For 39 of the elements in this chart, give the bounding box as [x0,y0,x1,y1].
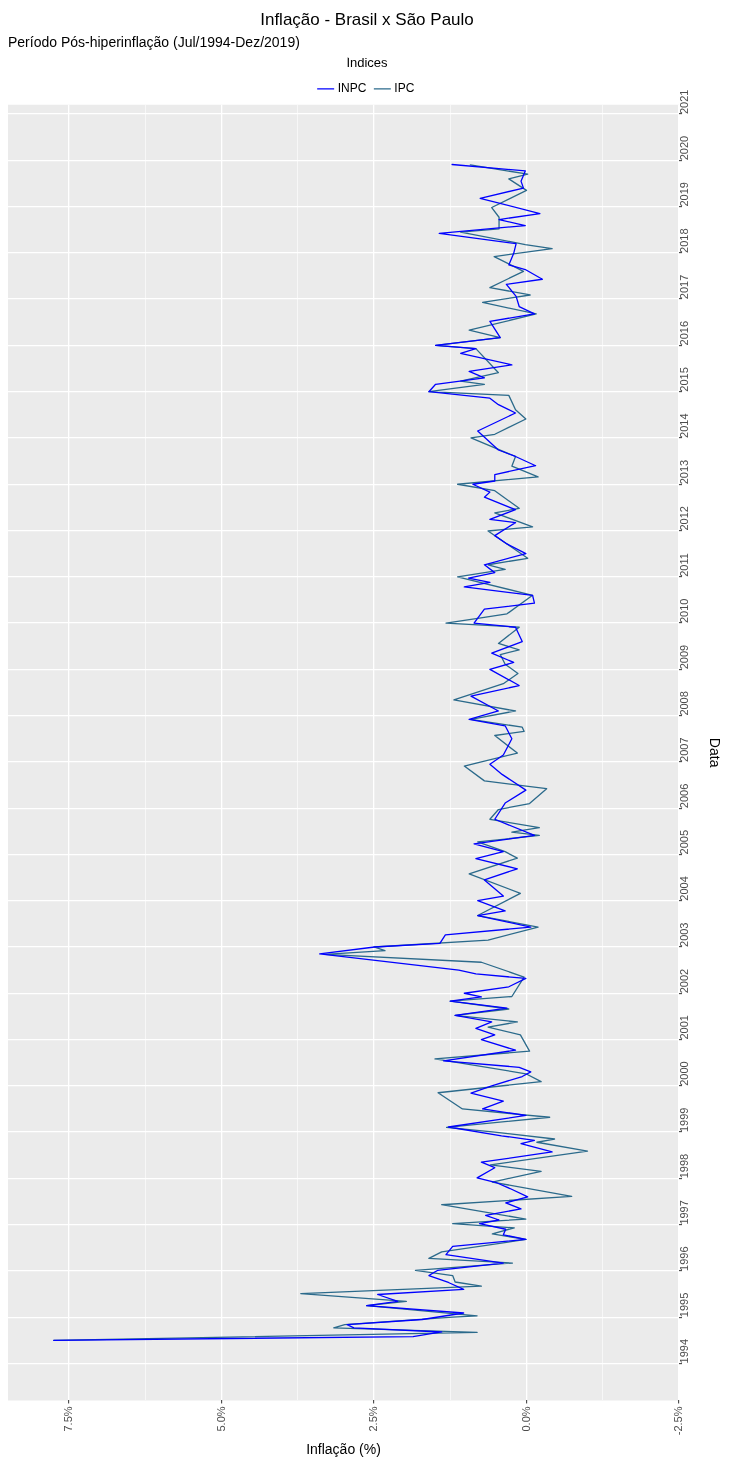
x-tick-label: 5.0% [214,1406,227,1432]
y-tick-label: 2011 [678,553,691,577]
legend-label: INPC [337,81,367,96]
y-tick-label: 2005 [678,829,691,855]
y-tick-label: 2013 [678,459,691,485]
y-tick-label: 1999 [678,1107,691,1133]
chart-subtitle: Período Pós-hiperinflação (Jul/1994-Dez/2019) [8,33,300,50]
y-tick-label: 2018 [678,228,691,253]
x-tick-label: 7.5% [62,1406,75,1432]
y-tick-label: 1994 [678,1338,691,1364]
y-tick-label: 2001 [678,1015,691,1040]
y-tick-label: 2021 [678,89,691,115]
y-tick-label: 2016 [678,320,691,346]
y-tick-label: 2006 [678,783,691,809]
legend-label: IPC [394,81,415,96]
y-axis-title: Data [706,737,723,768]
y-tick-label: 2008 [678,691,691,716]
y-tick-label: 1996 [678,1246,691,1271]
y-tick-label: 2004 [678,876,691,901]
y-tick-label: 2007 [678,737,691,762]
y-tick-label: 2012 [678,506,691,531]
y-tick-label: 2000 [678,1061,691,1086]
y-tick-label: 2017 [678,274,691,300]
chart-title: Inflação - Brasil x São Paulo [260,9,474,29]
y-tick-label: 1997 [678,1200,691,1225]
x-axis-title: Inflação (%) [306,1441,381,1458]
y-tick-label: 2010 [678,598,691,624]
y-tick-label: 2020 [678,135,691,161]
y-tick-label: 1998 [678,1153,691,1179]
y-tick-label: 2003 [678,922,691,947]
x-tick-label: 2.5% [367,1406,380,1432]
y-tick-label: 2019 [678,182,691,207]
y-tick-label: 1995 [678,1292,691,1318]
x-tick-label: 0.0% [519,1406,532,1432]
y-tick-label: 2009 [678,644,691,670]
y-tick-label: 2002 [678,968,691,994]
y-tick-label: 2014 [678,413,691,438]
y-tick-label: 2015 [678,367,691,392]
x-tick-label: -2.5% [672,1406,685,1436]
